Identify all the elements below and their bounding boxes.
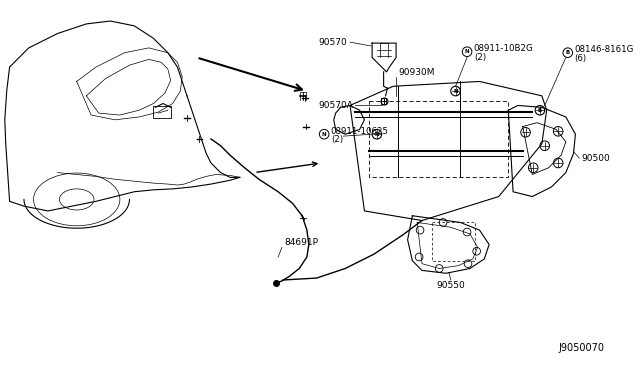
Text: 84691P: 84691P [284, 238, 318, 247]
Text: N: N [465, 49, 469, 54]
Text: N: N [374, 132, 380, 137]
Text: 90550: 90550 [436, 281, 465, 290]
Text: (6): (6) [575, 54, 587, 63]
Text: B: B [566, 50, 570, 55]
Text: (2): (2) [474, 53, 486, 62]
Text: 08911-10B2G: 08911-10B2G [474, 44, 534, 53]
Text: 08146-8161G: 08146-8161G [575, 45, 634, 54]
Text: B: B [538, 108, 542, 113]
Text: 90570A: 90570A [318, 101, 353, 110]
Text: N: N [322, 132, 326, 137]
Text: J9050070: J9050070 [558, 343, 604, 353]
Text: 90570: 90570 [319, 38, 347, 46]
Text: 08911-10625: 08911-10625 [331, 127, 389, 136]
Text: 90930M: 90930M [398, 68, 435, 77]
Bar [154, 106, 171, 118]
Text: N: N [453, 89, 458, 93]
Text: (2): (2) [331, 135, 343, 144]
Text: 90500: 90500 [581, 154, 610, 163]
